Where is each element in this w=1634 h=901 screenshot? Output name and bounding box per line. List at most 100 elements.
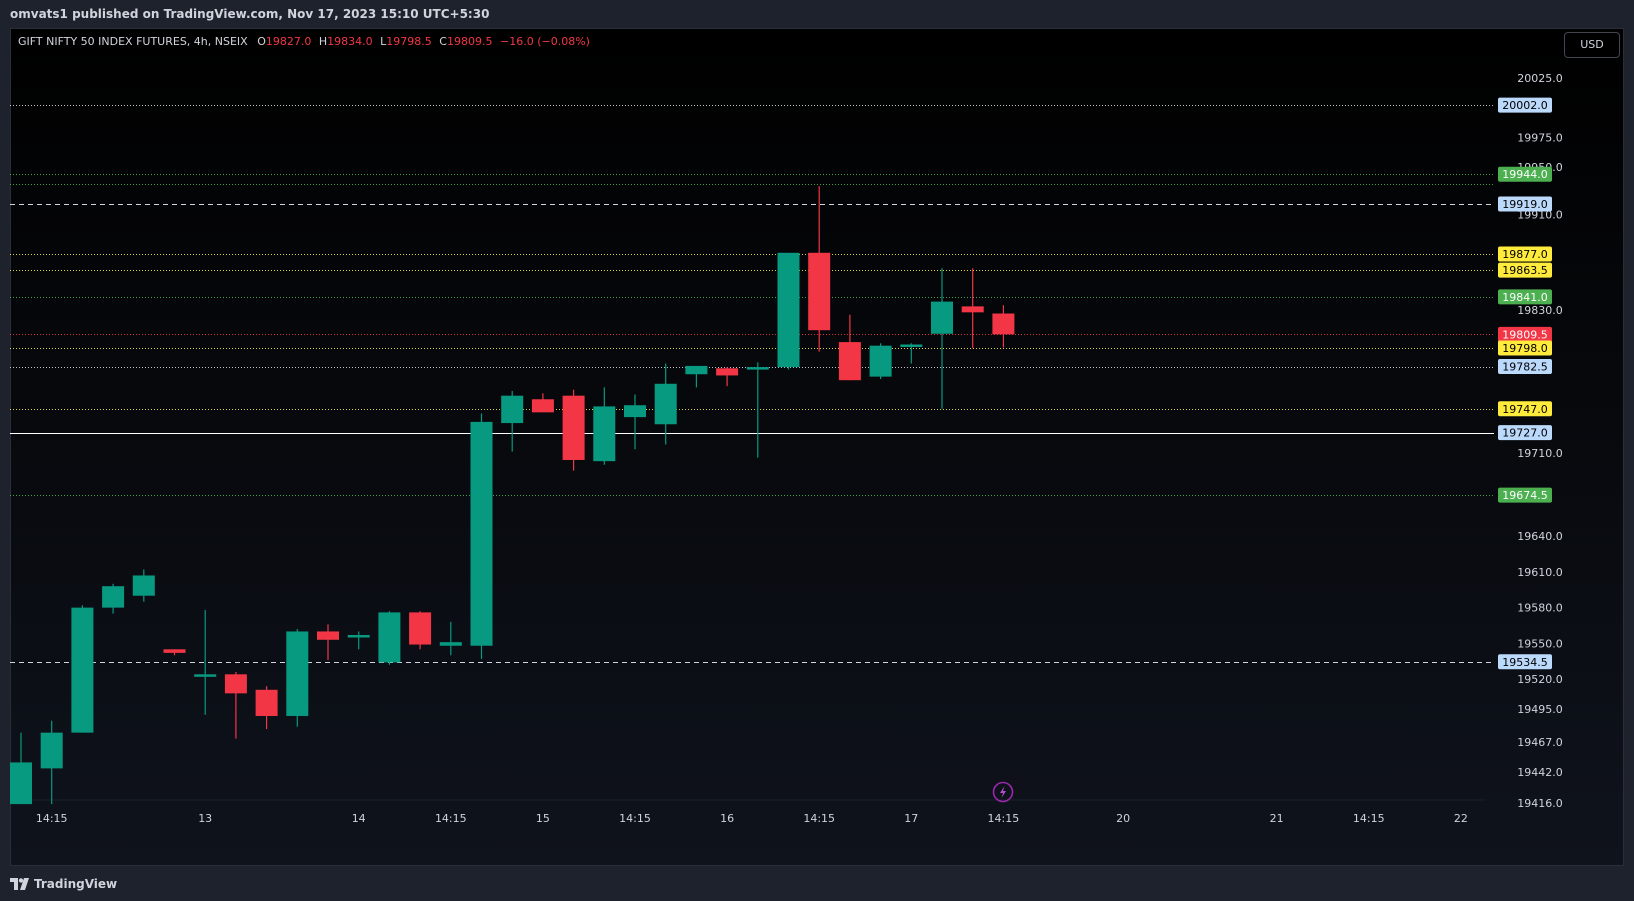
candle-body[interactable]: [470, 421, 493, 646]
currency-button[interactable]: USD: [1564, 32, 1620, 58]
candle-body[interactable]: [286, 631, 309, 716]
open-label: O: [257, 35, 266, 48]
price-axis: 20025.019975.019950.019910.019830.019710…: [1517, 72, 1563, 810]
candle-body[interactable]: [10, 762, 32, 805]
price-tick-label: 19710.0: [1517, 447, 1563, 460]
time-tick-label: 22: [1454, 812, 1468, 825]
price-tag-label: 19727.0: [1502, 427, 1548, 440]
candle-body[interactable]: [777, 252, 800, 368]
time-tick-label: 17: [904, 812, 918, 825]
candle-body[interactable]: [931, 301, 953, 334]
candle-body[interactable]: [255, 689, 278, 716]
time-tick-label: 14:15: [435, 812, 467, 825]
price-tag-label: 19877.0: [1502, 248, 1548, 261]
ohlc-legend: GIFT NIFTY 50 INDEX FUTURES, 4h, NSEIX O…: [18, 35, 590, 48]
price-tag: [1498, 97, 1552, 113]
candle-body[interactable]: [808, 252, 831, 331]
candle-body[interactable]: [900, 344, 923, 347]
candle-body[interactable]: [624, 405, 646, 418]
candle-body[interactable]: [838, 342, 861, 381]
tradingview-logo[interactable]: TradingView: [10, 877, 117, 891]
lightning-icon[interactable]: [992, 781, 1014, 803]
candle-body[interactable]: [562, 395, 585, 460]
price-tick-label: 19467.0: [1517, 736, 1563, 749]
price-tick-label: 19416.0: [1517, 797, 1563, 810]
price-tick-label: 19520.0: [1517, 673, 1563, 686]
price-tag-label: 19944.0: [1502, 168, 1548, 181]
candle-body[interactable]: [132, 575, 155, 596]
candle-body[interactable]: [224, 674, 247, 694]
price-tag-label: 19534.5: [1502, 656, 1548, 669]
footer-bar: [0, 866, 1634, 901]
price-tick-label: 19640.0: [1517, 530, 1563, 543]
symbol-title[interactable]: GIFT NIFTY 50 INDEX FUTURES, 4h, NSEIX: [18, 35, 248, 48]
candle-body[interactable]: [992, 313, 1015, 335]
price-tag-label: 19674.5: [1502, 489, 1548, 502]
candle-body[interactable]: [531, 399, 554, 413]
price-tag: [1498, 425, 1552, 441]
price-tag: [1498, 359, 1552, 375]
tradingview-mark-icon: [10, 878, 29, 890]
candle-body[interactable]: [593, 406, 616, 462]
price-tick-label: 19910.0: [1517, 209, 1563, 222]
tradingview-brand: TradingView: [34, 877, 118, 891]
candle-body[interactable]: [439, 642, 462, 646]
candles: [10, 186, 1015, 805]
high-label: H: [318, 35, 328, 48]
publisher-line: omvats1 published on TradingView.com, No…: [10, 7, 490, 21]
price-tag: [1498, 401, 1552, 417]
candle-body[interactable]: [746, 367, 769, 370]
candle-body[interactable]: [378, 612, 401, 663]
candle-body[interactable]: [685, 365, 708, 375]
low-label: L: [380, 35, 387, 48]
time-tick-label: 14:15: [36, 812, 68, 825]
candle-body[interactable]: [961, 306, 984, 313]
candle-body[interactable]: [409, 612, 432, 645]
time-tick-label: 14:15: [619, 812, 651, 825]
price-tick-label: 19975.0: [1517, 131, 1563, 144]
open-value: 19827.0: [265, 35, 312, 48]
price-tag: [1498, 196, 1552, 212]
candle-body[interactable]: [716, 368, 739, 376]
time-axis: 14:15 13 14 14:15 15 14:15 16 14:15 17 14:15 20 21 1…: [36, 812, 1468, 825]
price-tick-label: 19610.0: [1517, 566, 1563, 579]
level-lines: [10, 105, 1494, 663]
price-tag-label: 19809.5: [1502, 328, 1548, 341]
time-tick-label: 14:15: [988, 812, 1020, 825]
change-value: −16.0 (−0.08%): [499, 35, 590, 48]
time-tick-label: 21: [1270, 812, 1284, 825]
time-tick-label: 16: [720, 812, 734, 825]
price-tag: [1498, 654, 1552, 670]
price-tick-label: 20025.0: [1517, 72, 1563, 85]
price-tag-label: 19841.0: [1502, 291, 1548, 304]
price-tag: [1498, 262, 1552, 278]
price-tick-label: 19442.0: [1517, 766, 1563, 779]
time-tick-label: 13: [198, 812, 212, 825]
price-tick-label: 19580.0: [1517, 602, 1563, 615]
candle-body[interactable]: [501, 395, 524, 424]
candle-body[interactable]: [102, 586, 125, 608]
price-tag: [1498, 166, 1552, 182]
price-tag-label: 19919.0: [1502, 198, 1548, 211]
candle-body[interactable]: [40, 732, 63, 769]
candle-body[interactable]: [347, 635, 370, 638]
top-bar: omvats1 published on TradingView.com, No…: [0, 0, 1634, 28]
price-tag-label: 19747.0: [1502, 403, 1548, 416]
candle-body[interactable]: [163, 649, 186, 653]
close-value: 19809.5: [446, 35, 493, 48]
plot-background: [11, 29, 1623, 865]
price-tag-label: 20002.0: [1502, 99, 1548, 112]
price-tag-label: 19863.5: [1502, 264, 1548, 277]
price-tags: 20002.0 19944.0 19919.0 19877.0 19863.5 19841…: [1498, 97, 1552, 670]
time-tick-label: 14:15: [1353, 812, 1385, 825]
candle-body[interactable]: [194, 674, 217, 677]
candle-body[interactable]: [317, 631, 339, 640]
candle-body[interactable]: [654, 383, 677, 425]
chart-canvas[interactable]: 20025.019975.019950.019910.019830.019710…: [10, 28, 1624, 866]
time-tick-label: 20: [1116, 812, 1130, 825]
time-tick-label: 15: [536, 812, 550, 825]
candle-body[interactable]: [869, 345, 892, 377]
price-tick-label: 19830.0: [1517, 304, 1563, 317]
time-tick-label: 14:15: [803, 812, 835, 825]
candle-body[interactable]: [71, 607, 94, 733]
